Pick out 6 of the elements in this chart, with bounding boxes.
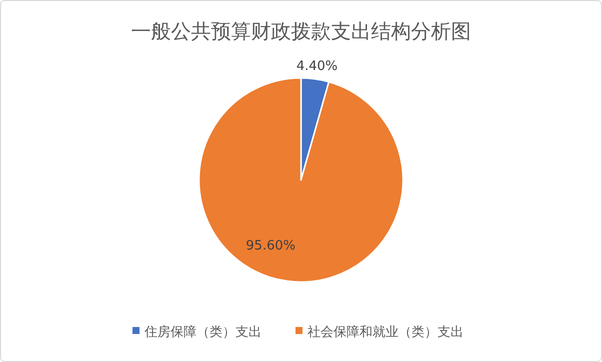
legend-label: 住房保障（类）支出 <box>144 324 262 340</box>
data-label: 4.40% <box>296 58 338 74</box>
data-label: 95.60% <box>246 238 296 254</box>
legend-label: 社会保障和就业（类）支出 <box>308 325 464 340</box>
chart-title: 一般公共预算财政拨款支出结构分析图 <box>131 19 471 43</box>
pie-slice <box>198 77 404 283</box>
